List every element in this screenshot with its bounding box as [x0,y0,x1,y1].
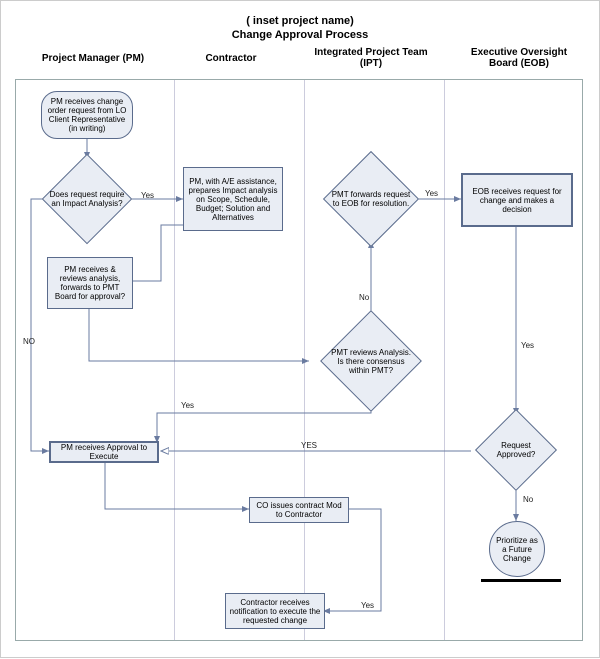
page-subtitle: Change Approval Process [1,29,599,41]
swimlane-sep-1 [174,80,175,640]
node-prioritize: Prioritize as a Future Change [489,521,545,577]
label-yes-big: YES [301,441,317,450]
node-start: PM receives change order request from LO… [41,91,133,139]
underline-divider [481,579,561,582]
node-impact-decision: Does request require an Impact Analysis? [55,167,119,231]
node-forward-eob-decision-label: PMT forwards request to EOB for resoluti… [330,165,412,233]
col-header-eob: Executive Oversight Board (EOB) [449,47,589,69]
node-prepare-analysis: PM, with A/E assistance, prepares Impact… [183,167,283,231]
col-header-contractor: Contractor [176,53,286,64]
node-consensus-decision-label: PMT reviews Analysis. Is there consensus… [328,325,414,397]
node-contractor-notified: Contractor receives notification to exec… [225,593,325,629]
label-yes-4: Yes [521,341,534,350]
node-impact-decision-label: Does request require an Impact Analysis? [49,167,126,231]
swimlane-sep-2 [304,80,305,640]
label-no-big: NO [23,337,35,346]
node-approval-execute: PM receives Approval to Execute [49,441,159,463]
label-no-2: No [359,293,369,302]
label-yes-2: Yes [181,401,194,410]
swimlane-sep-3 [444,80,445,640]
node-co-issues-mod: CO issues contract Mod to Contractor [249,497,349,523]
label-yes-5: Yes [361,601,374,610]
node-forward-eob-decision: PMT forwards request to EOB for resoluti… [337,165,405,233]
node-request-approved: Request Approved? [487,421,545,479]
node-consensus-decision: PMT reviews Analysis. Is there consensus… [335,325,407,397]
label-yes-1: Yes [141,191,154,200]
node-eob-decision: EOB receives request for change and make… [461,173,573,227]
flowchart-page: ( inset project name) Change Approval Pr… [0,0,600,658]
col-header-pm: Project Manager (PM) [23,53,163,64]
node-review-forward: PM receives & reviews analysis, forwards… [47,257,133,309]
label-yes-3: Yes [425,189,438,198]
node-request-approved-label: Request Approved? [481,421,551,479]
col-header-ipt: Integrated Project Team (IPT) [301,47,441,69]
label-no-4: No [523,495,533,504]
page-title: ( inset project name) [1,15,599,27]
